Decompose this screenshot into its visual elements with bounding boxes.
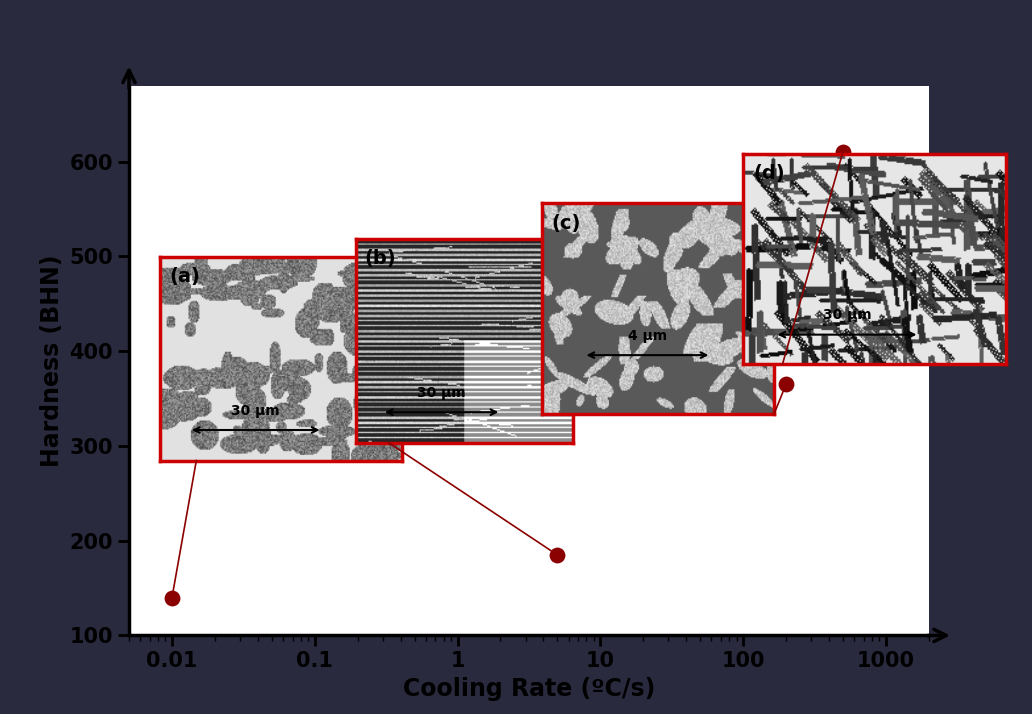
Text: (a): (a) [169, 267, 200, 286]
Point [835, 146, 851, 158]
Text: 30 μm: 30 μm [823, 308, 871, 322]
Text: (c): (c) [551, 214, 580, 233]
Point [549, 549, 566, 560]
X-axis label: Cooling Rate (ºC/s): Cooling Rate (ºC/s) [402, 677, 655, 701]
Text: 30 μm: 30 μm [231, 404, 280, 418]
Text: 4 μm: 4 μm [627, 328, 667, 343]
Text: (d): (d) [753, 164, 785, 183]
Point [164, 592, 181, 603]
Point [778, 378, 795, 390]
Text: (b): (b) [364, 249, 396, 268]
Text: 30 μm: 30 μm [417, 386, 466, 400]
Y-axis label: Hardness (BHN): Hardness (BHN) [40, 254, 64, 467]
